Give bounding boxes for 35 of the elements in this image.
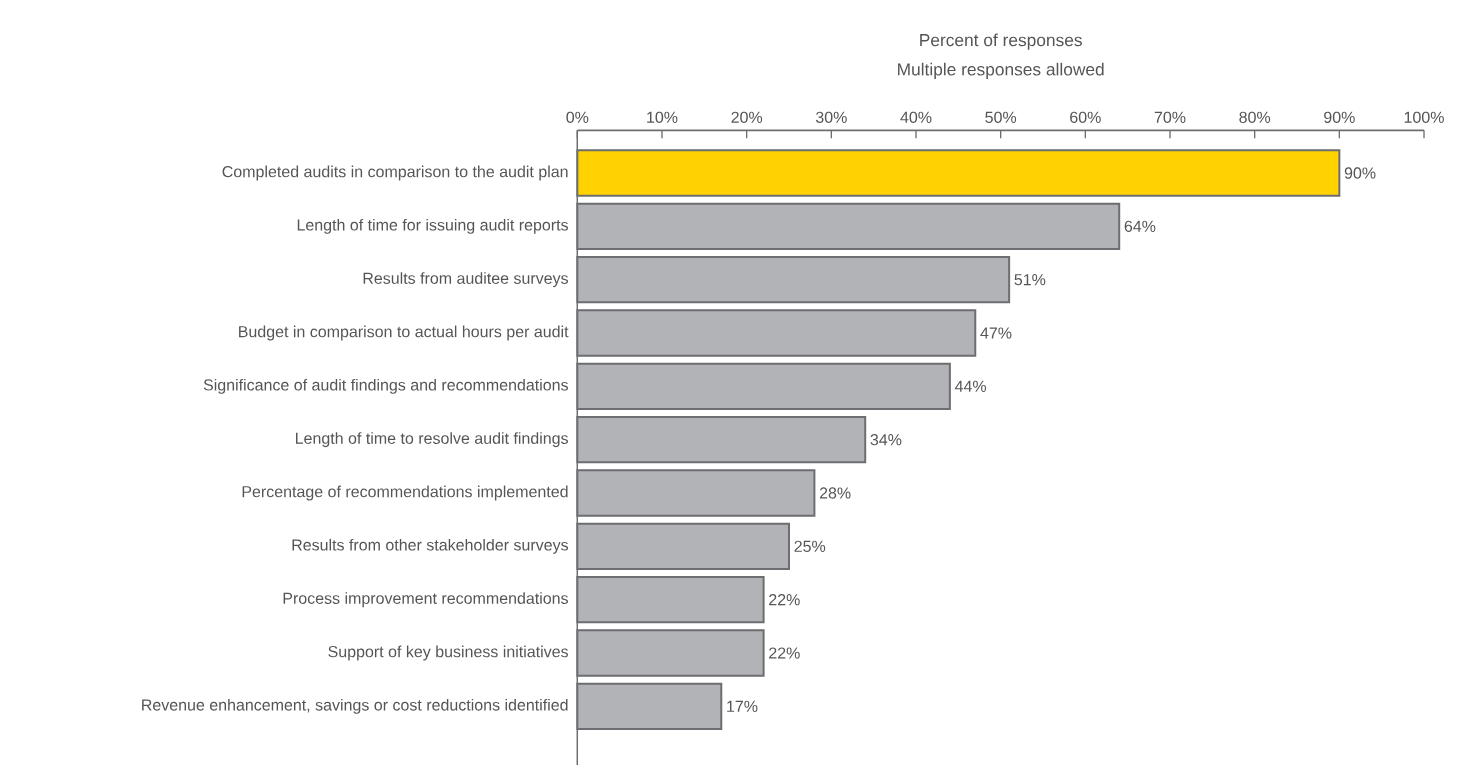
x-tick-label: 40% [900,111,932,123]
y-tick-label: Length of time to resolve audit findings [296,432,568,448]
x-tick-label: 0% [566,111,589,123]
data-label: 47% [980,327,1012,339]
y-tick-label: Percentage of recommendations implemented [242,485,568,501]
data-label: 25% [794,540,826,552]
x-tick-label: 20% [731,111,763,123]
y-tick-label: Results from other stakeholder surveys [292,538,569,554]
x-tick-label: 100% [1404,111,1444,123]
x-tick-label: 70% [1154,111,1186,123]
y-tick-label: Budget in comparison to actual hours per audit [239,325,569,341]
y-tick-label: Process improvement recommendations [283,592,568,608]
x-tick-label: 30% [815,111,847,123]
y-tick-label: Results from auditee surveys [363,272,569,288]
y-tick-label: Length of time for issuing audit reports [297,218,568,234]
y-tick-label: Support of key business initiatives [328,645,569,661]
data-label: 17% [727,700,758,712]
chart-subtitle: Multiple responses allowed [898,62,1104,79]
x-tick-label: 50% [985,111,1017,123]
data-label: 90% [1344,167,1376,179]
data-label: 22% [769,594,800,606]
y-tick-label: Completed audits in comparison to the audit plan [222,165,568,181]
data-label: 44% [954,380,987,392]
data-label: 51% [1014,274,1046,286]
x-tick-label: 80% [1239,111,1271,123]
data-label: 34% [870,434,902,446]
y-tick-label: Significance of audit findings and recommendations [203,378,568,394]
data-label: 28% [819,487,851,499]
y-tick-label: Revenue enhancement, savings or cost reductions identified [142,698,568,714]
data-label: 22% [769,647,800,659]
x-axis-title: Percent of responses [920,33,1082,50]
x-tick-label: 10% [647,111,678,123]
x-tick-label: 90% [1324,111,1355,123]
x-tick-label: 60% [1070,111,1101,123]
data-label: 64% [1124,220,1156,232]
